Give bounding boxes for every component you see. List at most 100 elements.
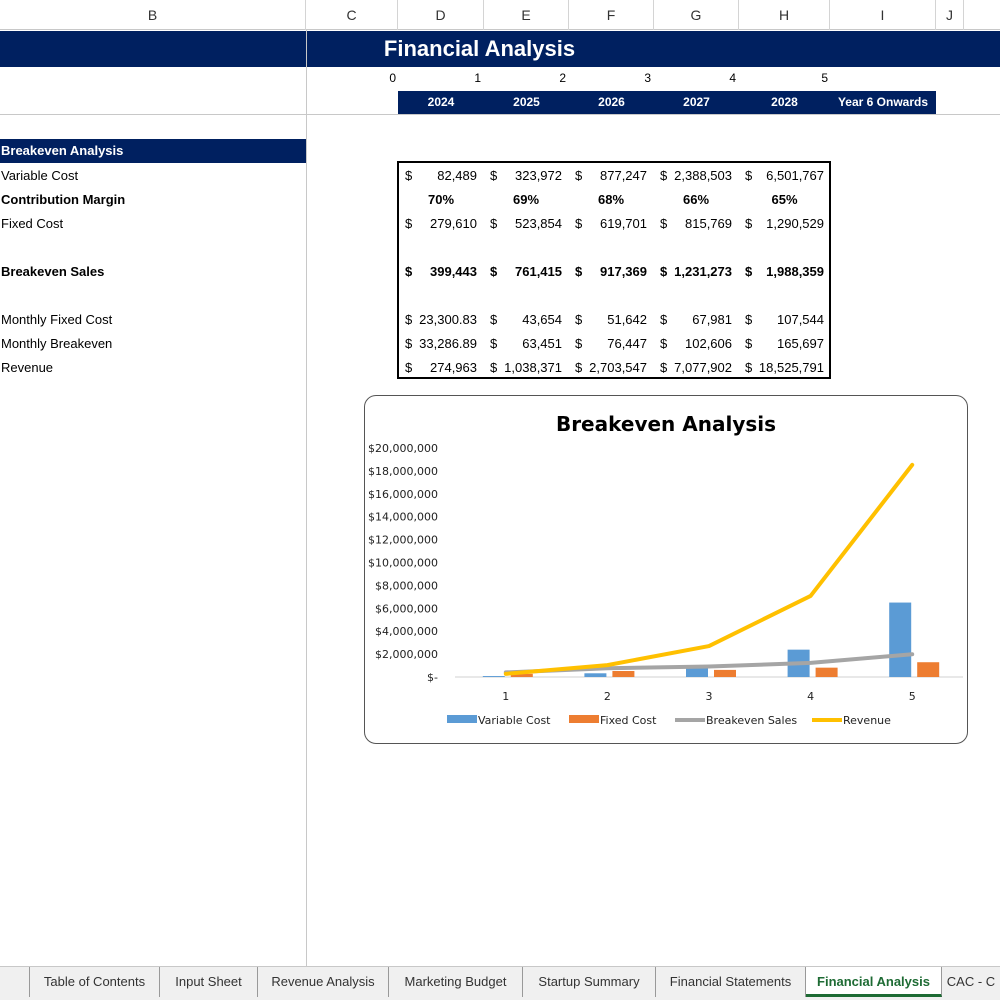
table-cell-monthly-fixed-cost-3[interactable]: $51,642 [575,308,647,332]
table-cell-variable-cost-4[interactable]: $2,388,503 [660,164,732,188]
table-cell-monthly-breakeven-4[interactable]: $102,606 [660,332,732,356]
bar-variable-cost [686,666,708,677]
cell-value: 1,988,359 [766,264,824,279]
currency-symbol: $ [745,216,753,231]
column-header-c[interactable]: C [306,0,398,30]
table-cell-monthly-breakeven-2[interactable]: $63,451 [490,332,562,356]
bar-fixed-cost [917,662,940,677]
y-tick-label: $20,000,000 [368,442,438,455]
currency-symbol: $ [490,360,498,375]
tab-table-of-contents[interactable]: Table of Contents [30,967,160,997]
tab-revenue-analysis[interactable]: Revenue Analysis [258,967,389,997]
year-header-2025: 2025 [513,95,540,109]
column-header-i[interactable]: I [830,0,936,30]
table-cell-breakeven-sales-1[interactable]: $399,443 [405,260,477,284]
currency-symbol: $ [490,168,498,183]
cell-value: 7,077,902 [674,360,732,375]
table-cell-contribution-margin-5[interactable]: 65% [771,192,798,207]
table-cell-breakeven-sales-3[interactable]: $917,369 [575,260,647,284]
currency-symbol: $ [745,168,753,183]
title-banner [307,31,1000,67]
table-cell-monthly-breakeven-1[interactable]: $33,286.89 [405,332,477,356]
table-cell-monthly-fixed-cost-5[interactable]: $107,544 [745,308,824,332]
table-cell-variable-cost-2[interactable]: $323,972 [490,164,562,188]
tab-financial-analysis[interactable]: Financial Analysis [806,967,942,997]
row-label-variable-cost[interactable]: Variable Cost [1,168,79,183]
table-cell-breakeven-sales-2[interactable]: $761,415 [490,260,562,284]
table-cell-contribution-margin-2[interactable]: 69% [512,192,540,207]
table-cell-contribution-margin-3[interactable]: 68% [597,192,625,207]
table-cell-fixed-cost-3[interactable]: $619,701 [575,212,647,236]
column-header-g[interactable]: G [654,0,739,30]
column-header-b[interactable]: B [0,0,306,30]
legend-label-variable-cost: Variable Cost [478,714,551,727]
table-cell-variable-cost-3[interactable]: $877,247 [575,164,647,188]
table-cell-monthly-fixed-cost-2[interactable]: $43,654 [490,308,562,332]
table-cell-contribution-margin-4[interactable]: 66% [682,192,710,207]
bar-variable-cost [482,676,505,677]
column-header-h[interactable]: H [739,0,830,30]
table-cell-fixed-cost-5[interactable]: $1,290,529 [745,212,824,236]
cell-value: 51,642 [607,312,647,327]
table-cell-breakeven-sales-4[interactable]: $1,231,273 [660,260,732,284]
table-cell-revenue-4[interactable]: $7,077,902 [660,356,732,380]
legend-swatch-variable-cost [447,715,477,723]
cell-value: 523,854 [515,216,562,231]
x-tick-label: 1 [502,690,509,703]
tab-scroll-area[interactable] [0,967,30,997]
column-header-j[interactable]: J [936,0,964,30]
table-cell-variable-cost-5[interactable]: $6,501,767 [745,164,824,188]
table-cell-revenue-2[interactable]: $1,038,371 [490,356,562,380]
row-label-monthly-breakeven[interactable]: Monthly Breakeven [1,336,113,351]
table-cell-monthly-fixed-cost-1[interactable]: $23,300.83 [405,308,477,332]
cell-value: 399,443 [430,264,477,279]
table-cell-contribution-margin-1[interactable]: 70% [427,192,455,207]
table-cell-fixed-cost-2[interactable]: $523,854 [490,212,562,236]
row-label-fixed-cost[interactable]: Fixed Cost [1,216,64,231]
tab-cac[interactable]: CAC - C [946,974,996,989]
y-tick-label: $- [427,671,438,684]
column-header-f[interactable]: F [569,0,654,30]
column-header-bar: B C D E F G H I J [0,0,1000,30]
table-cell-fixed-cost-4[interactable]: $815,769 [660,212,732,236]
sheet-tab-bar: Table of Contents Input Sheet Revenue An… [0,966,1000,1000]
row-label-monthly-fixed-cost[interactable]: Monthly Fixed Cost [1,312,113,327]
currency-symbol: $ [745,312,753,327]
table-cell-monthly-breakeven-5[interactable]: $165,697 [745,332,824,356]
tab-marketing-budget[interactable]: Marketing Budget [389,967,523,997]
tab-financial-statements[interactable]: Financial Statements [656,967,806,997]
currency-symbol: $ [405,264,413,279]
column-header-e[interactable]: E [484,0,569,30]
cell-value: 18,525,791 [758,360,824,375]
row-label-revenue[interactable]: Revenue [1,360,54,375]
currency-symbol: $ [405,336,413,351]
row-label-contribution-margin[interactable]: Contribution Margin [1,192,126,207]
tab-input-sheet[interactable]: Input Sheet [160,967,258,997]
year-header-2027: 2027 [683,95,710,109]
legend-swatch-fixed-cost [569,715,599,723]
table-cell-revenue-1[interactable]: $274,963 [405,356,477,380]
bar-variable-cost [889,602,912,677]
table-cell-monthly-breakeven-3[interactable]: $76,447 [575,332,647,356]
table-cell-variable-cost-1[interactable]: $82,489 [405,164,477,188]
currency-symbol: $ [490,216,498,231]
currency-symbol: $ [575,168,583,183]
table-cell-revenue-3[interactable]: $2,703,547 [575,356,647,380]
y-tick-label: $2,000,000 [375,648,438,661]
currency-symbol: $ [575,336,583,351]
y-tick-label: $14,000,000 [368,511,438,524]
table-cell-revenue-5[interactable]: $18,525,791 [745,356,824,380]
cell-value: 1,231,273 [674,264,732,279]
table-cell-breakeven-sales-5[interactable]: $1,988,359 [745,260,824,284]
column-header-d[interactable]: D [398,0,484,30]
cell-value: 815,769 [685,216,732,231]
tab-startup-summary[interactable]: Startup Summary [523,967,656,997]
breakeven-chart[interactable]: Breakeven Analysis $- $2,000,000 $4,000,00… [364,395,968,744]
currency-symbol: $ [405,360,413,375]
row-label-breakeven-sales[interactable]: Breakeven Sales [1,264,105,279]
section-header-breakeven[interactable]: Breakeven Analysis [0,139,306,163]
table-cell-monthly-fixed-cost-4[interactable]: $67,981 [660,308,732,332]
table-cell-fixed-cost-1[interactable]: $279,610 [405,212,477,236]
cell-value: 102,606 [685,336,732,351]
cell-value: 82,489 [437,168,477,183]
